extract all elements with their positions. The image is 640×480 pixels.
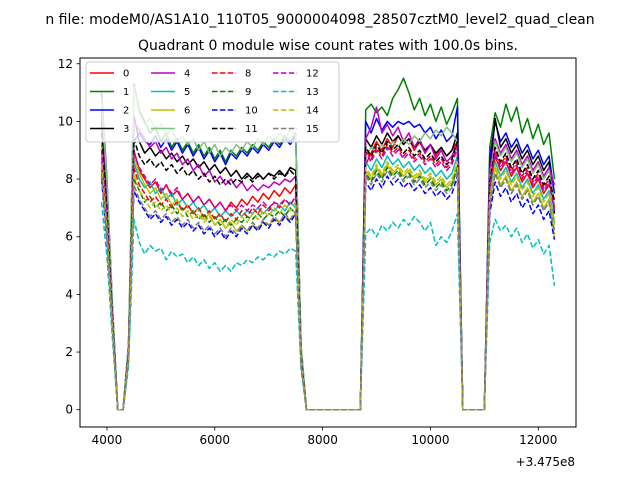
x-tick-label: 12000 xyxy=(519,433,557,447)
legend-label-2: 2 xyxy=(123,106,129,117)
legend-label-7: 7 xyxy=(184,124,190,135)
legend-label-0: 0 xyxy=(123,69,129,80)
legend-label-13: 13 xyxy=(306,87,319,98)
x-tick-label: 4000 xyxy=(92,433,123,447)
figure-suptitle: n file: modeM0/AS1A10_110T05_9000004098_… xyxy=(45,12,594,28)
legend-label-10: 10 xyxy=(245,106,258,117)
y-tick-label: 8 xyxy=(65,172,73,186)
y-tick-label: 2 xyxy=(65,345,73,359)
legend-label-6: 6 xyxy=(184,106,190,117)
legend-label-12: 12 xyxy=(306,69,319,80)
series-layer xyxy=(100,77,556,411)
x-axis: 4000 6000 8000 10000 12000 xyxy=(92,427,557,447)
y-axis: 0 2 4 6 8 10 12 xyxy=(58,57,80,417)
legend-label-5: 5 xyxy=(184,87,190,98)
x-offset-label: +3.475e8 xyxy=(516,455,575,469)
y-tick-label: 6 xyxy=(65,230,73,244)
legend-label-9: 9 xyxy=(245,87,251,98)
legend-label-1: 1 xyxy=(123,87,129,98)
legend-label-11: 11 xyxy=(245,124,258,135)
x-tick-label: 8000 xyxy=(307,433,338,447)
legend-label-3: 3 xyxy=(123,124,129,135)
legend-box xyxy=(85,61,340,143)
series-line-14 xyxy=(100,161,556,411)
y-tick-label: 12 xyxy=(58,57,73,71)
legend-label-8: 8 xyxy=(245,69,251,80)
y-tick-label: 0 xyxy=(65,403,73,417)
x-tick-label: 10000 xyxy=(411,433,449,447)
chart-title: Quadrant 0 module wise count rates with … xyxy=(138,38,518,54)
series-line-15 xyxy=(100,169,556,411)
legend-label-4: 4 xyxy=(184,69,190,80)
x-tick-label: 6000 xyxy=(200,433,231,447)
y-tick-label: 4 xyxy=(65,287,73,301)
legend-label-15: 15 xyxy=(306,124,319,135)
y-tick-label: 10 xyxy=(58,114,73,128)
plot-frame xyxy=(79,57,577,428)
legend-label-14: 14 xyxy=(306,106,319,117)
